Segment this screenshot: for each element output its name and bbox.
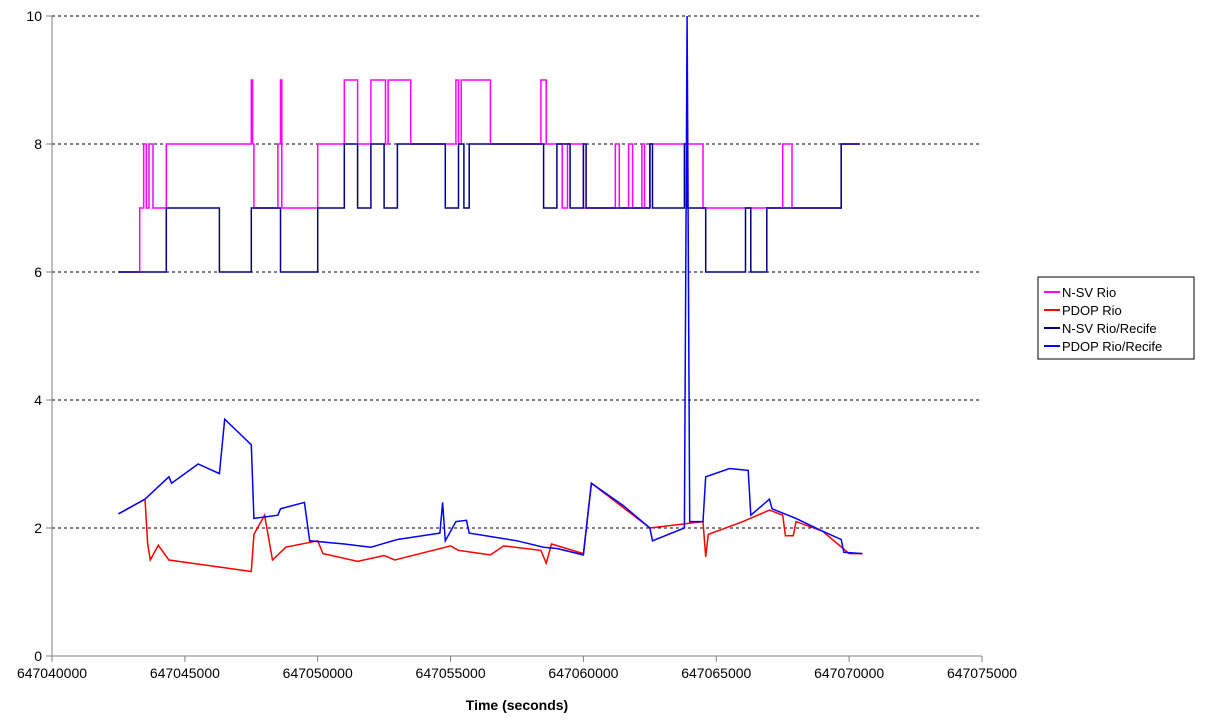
x-tick-label: 647075000 <box>947 665 1017 681</box>
series-lines <box>118 15 863 573</box>
axes <box>51 16 982 657</box>
x-tick-label: 647065000 <box>681 665 751 681</box>
legend-entry: PDOP Rio <box>1062 303 1122 318</box>
y-tick-label: 10 <box>26 8 42 24</box>
y-tick-label: 0 <box>34 648 42 664</box>
y-axis-ticks: 0 2 4 6 8 10 <box>26 8 52 664</box>
x-axis-ticks: 647040000 647045000 647050000 647055000 6470… <box>17 656 1017 681</box>
x-tick-label: 647060000 <box>548 665 618 681</box>
series-line-2 <box>118 143 860 273</box>
legend-entry: N-SV Rio/Recife <box>1062 321 1157 336</box>
legend-box <box>1037 276 1195 360</box>
x-tick-label: 647040000 <box>17 665 87 681</box>
y-tick-label: 4 <box>34 392 42 408</box>
legend-entry: N-SV Rio <box>1062 285 1116 300</box>
series-line-1 <box>118 481 863 573</box>
x-tick-label: 647055000 <box>416 665 486 681</box>
legend: N-SV Rio PDOP Rio N-SV Rio/Recife PDOP Rio/… <box>1037 276 1195 360</box>
y-tick-label: 2 <box>34 520 42 536</box>
x-axis-label: Time (seconds) <box>466 697 568 713</box>
x-tick-label: 647050000 <box>283 665 353 681</box>
x-tick-label: 647045000 <box>150 665 220 681</box>
series-line-3 <box>118 15 863 556</box>
y-tick-label: 6 <box>34 264 42 280</box>
series-line-0 <box>118 79 860 273</box>
legend-entry: PDOP Rio/Recife <box>1062 339 1162 354</box>
y-tick-label: 8 <box>34 136 42 152</box>
x-tick-label: 647070000 <box>814 665 884 681</box>
